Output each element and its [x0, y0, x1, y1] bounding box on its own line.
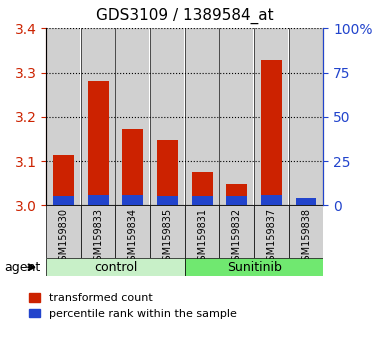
Text: GSM159830: GSM159830: [59, 208, 69, 267]
Bar: [53, 155, 74, 205]
Title: GDS3109 / 1389584_at: GDS3109 / 1389584_at: [96, 8, 274, 24]
Bar: [296, 203, 316, 205]
Text: GSM159837: GSM159837: [266, 208, 276, 267]
Text: GSM159838: GSM159838: [301, 208, 311, 267]
Bar: [261, 195, 282, 205]
Bar: [157, 196, 178, 205]
FancyBboxPatch shape: [185, 258, 323, 276]
Bar: [226, 196, 247, 205]
Text: agent: agent: [5, 261, 41, 274]
Text: GSM159834: GSM159834: [128, 208, 138, 267]
FancyBboxPatch shape: [116, 205, 150, 258]
Bar: [186, 28, 219, 205]
Bar: [220, 28, 253, 205]
Text: GSM159837: GSM159837: [266, 208, 276, 267]
Bar: [192, 172, 213, 205]
FancyBboxPatch shape: [185, 205, 219, 258]
Text: GSM159832: GSM159832: [232, 208, 242, 267]
Bar: [88, 81, 109, 205]
Text: GSM159832: GSM159832: [232, 208, 242, 267]
Bar: [226, 184, 247, 205]
FancyBboxPatch shape: [254, 205, 289, 258]
Bar: [116, 28, 149, 205]
Text: GSM159838: GSM159838: [301, 208, 311, 267]
FancyBboxPatch shape: [219, 205, 254, 258]
FancyBboxPatch shape: [289, 205, 323, 258]
Bar: [151, 28, 184, 205]
FancyBboxPatch shape: [46, 205, 81, 258]
Text: GSM159834: GSM159834: [128, 208, 138, 267]
Text: Sunitinib: Sunitinib: [227, 261, 281, 274]
Text: GSM159830: GSM159830: [59, 208, 69, 267]
Bar: [47, 28, 80, 205]
Text: GSM159833: GSM159833: [93, 208, 103, 267]
Bar: [192, 196, 213, 205]
FancyBboxPatch shape: [81, 205, 116, 258]
Text: GSM159835: GSM159835: [162, 208, 172, 267]
FancyBboxPatch shape: [150, 205, 185, 258]
Text: GSM159833: GSM159833: [93, 208, 103, 267]
Bar: [82, 28, 115, 205]
Bar: [88, 195, 109, 205]
Bar: [290, 28, 323, 205]
Text: GSM159831: GSM159831: [197, 208, 207, 267]
Bar: [255, 28, 288, 205]
Bar: [296, 198, 316, 205]
Bar: [122, 129, 143, 205]
Text: GSM159835: GSM159835: [162, 208, 172, 267]
Bar: [122, 195, 143, 205]
Legend: transformed count, percentile rank within the sample: transformed count, percentile rank withi…: [25, 289, 241, 324]
Bar: [261, 60, 282, 205]
Text: control: control: [94, 261, 137, 274]
Bar: [157, 140, 178, 205]
FancyBboxPatch shape: [46, 258, 185, 276]
Bar: [53, 196, 74, 205]
Text: GSM159831: GSM159831: [197, 208, 207, 267]
